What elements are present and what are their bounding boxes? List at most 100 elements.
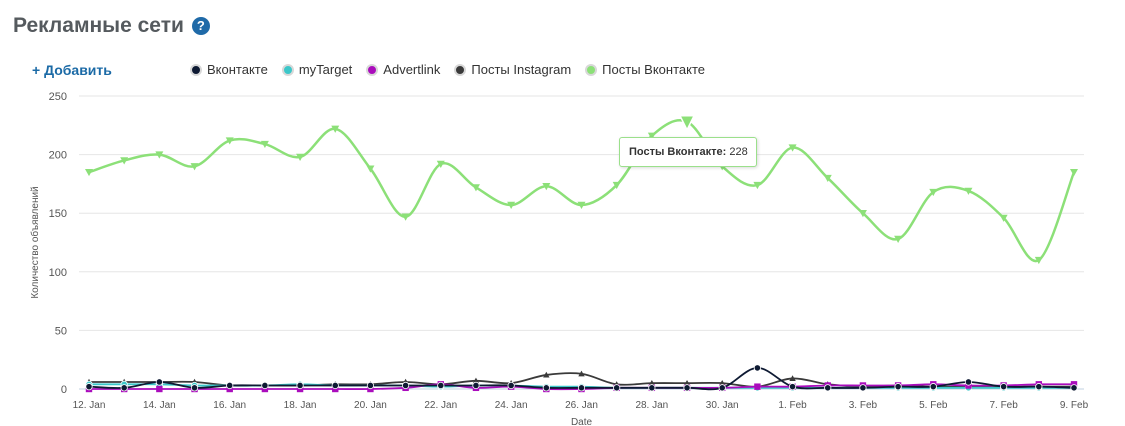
- data-point: [120, 384, 128, 392]
- y-tick-label: 200: [49, 150, 67, 162]
- y-tick-label: 250: [49, 91, 67, 103]
- data-point: [261, 381, 269, 390]
- x-tick-label: 18. Jan: [284, 400, 317, 411]
- data-point: [858, 210, 867, 218]
- data-point: [155, 151, 164, 159]
- data-point: [507, 201, 516, 209]
- legend-label: Advertlink: [383, 62, 441, 77]
- legend-marker-icon: [190, 63, 202, 76]
- add-network-button[interactable]: + Добавить: [32, 62, 112, 78]
- x-tick-label: 5. Feb: [919, 400, 948, 411]
- data-point: [754, 383, 761, 390]
- x-tick-label: 9. Feb: [1060, 400, 1089, 411]
- data-point: [156, 385, 163, 393]
- data-point: [613, 384, 621, 392]
- data-point: [964, 378, 973, 386]
- data-point: [542, 183, 551, 191]
- data-point: [683, 379, 691, 386]
- legend-item-mytarget[interactable]: myTarget: [281, 62, 353, 77]
- data-point: [859, 384, 867, 392]
- data-point: [542, 384, 550, 392]
- data-point: [225, 137, 234, 145]
- data-point: [1070, 384, 1078, 392]
- x-tick-label: 12. Jan: [73, 400, 106, 411]
- legend-marker-icon: [585, 63, 598, 76]
- legend-item-advertlink[interactable]: Advertlink: [366, 62, 440, 77]
- x-tick-label: 28. Jan: [635, 400, 668, 411]
- x-tick-label: 20. Jan: [354, 400, 387, 411]
- tooltip-value: 228: [729, 146, 748, 158]
- x-tick-label: 30. Jan: [706, 400, 739, 411]
- x-tick-label: 3. Feb: [849, 400, 878, 411]
- data-point: [648, 384, 656, 392]
- highlighted-point: [678, 115, 696, 132]
- data-point: [823, 174, 832, 183]
- x-tick-label: 26. Jan: [565, 400, 598, 411]
- data-point: [578, 370, 585, 377]
- data-point: [436, 160, 445, 168]
- help-icon[interactable]: ?: [191, 17, 210, 35]
- data-point: [85, 168, 93, 177]
- data-point: [190, 163, 199, 171]
- page-title: Рекламные сети ?: [13, 14, 210, 38]
- page-title-text: Рекламные сети: [13, 14, 184, 37]
- data-point: [612, 181, 621, 190]
- data-point: [472, 381, 480, 390]
- legend-marker-icon: [281, 63, 294, 76]
- data-point: [366, 381, 375, 390]
- chart-legend: Вконтакте myTarget Advertlink Посты Inst…: [190, 62, 719, 77]
- data-point: [999, 214, 1008, 222]
- legend-item-instagram-posts[interactable]: Посты Instagram: [454, 62, 571, 77]
- data-point: [402, 381, 410, 390]
- data-point: [155, 378, 163, 386]
- tooltip-series: Посты Вконтакте:: [629, 146, 727, 158]
- x-tick-label: 22. Jan: [424, 400, 457, 411]
- data-point: [894, 383, 902, 391]
- y-tick-label: 50: [55, 325, 67, 337]
- data-point: [543, 371, 550, 378]
- data-point: [824, 384, 832, 392]
- data-point: [964, 187, 973, 195]
- data-point: [437, 381, 445, 390]
- data-point: [929, 383, 937, 391]
- data-point: [719, 379, 726, 386]
- legend-item-vkontakte[interactable]: Вконтакте: [190, 62, 268, 77]
- legend-marker-icon: [366, 63, 379, 76]
- data-point: [85, 383, 93, 391]
- legend-item-vkontakte-posts[interactable]: Посты Вконтакте: [585, 62, 705, 77]
- legend-label: myTarget: [298, 62, 353, 77]
- y-tick-label: 100: [49, 267, 67, 279]
- data-point: [296, 153, 305, 161]
- x-axis-title: Date: [571, 417, 593, 426]
- data-point: [366, 165, 375, 173]
- y-axis-title: Количество объявлений: [29, 186, 41, 298]
- data-point: [120, 157, 129, 165]
- data-point: [507, 381, 515, 390]
- chart-tooltip: Посты Вконтакте: 228: [619, 137, 757, 167]
- data-point: [401, 213, 410, 221]
- data-point: [648, 379, 656, 386]
- data-point: [894, 235, 903, 243]
- data-point: [472, 377, 480, 384]
- y-tick-label: 150: [49, 208, 67, 220]
- data-point: [471, 184, 480, 192]
- data-point: [331, 381, 339, 390]
- data-point: [577, 201, 586, 209]
- data-point: [296, 381, 304, 390]
- y-tick-label: 0: [61, 384, 67, 396]
- data-point: [1035, 383, 1043, 391]
- data-point: [753, 364, 761, 372]
- data-point: [683, 384, 691, 392]
- data-point: [788, 383, 797, 391]
- data-point: [1000, 383, 1008, 391]
- data-point: [647, 132, 656, 140]
- data-point: [789, 375, 796, 382]
- x-tick-label: 16. Jan: [213, 400, 246, 411]
- data-point: [1034, 256, 1043, 265]
- data-point: [577, 384, 586, 392]
- data-point: [331, 125, 340, 133]
- legend-label: Посты Вконтакте: [602, 62, 705, 77]
- legend-label: Посты Instagram: [471, 62, 572, 77]
- data-point: [1070, 168, 1078, 177]
